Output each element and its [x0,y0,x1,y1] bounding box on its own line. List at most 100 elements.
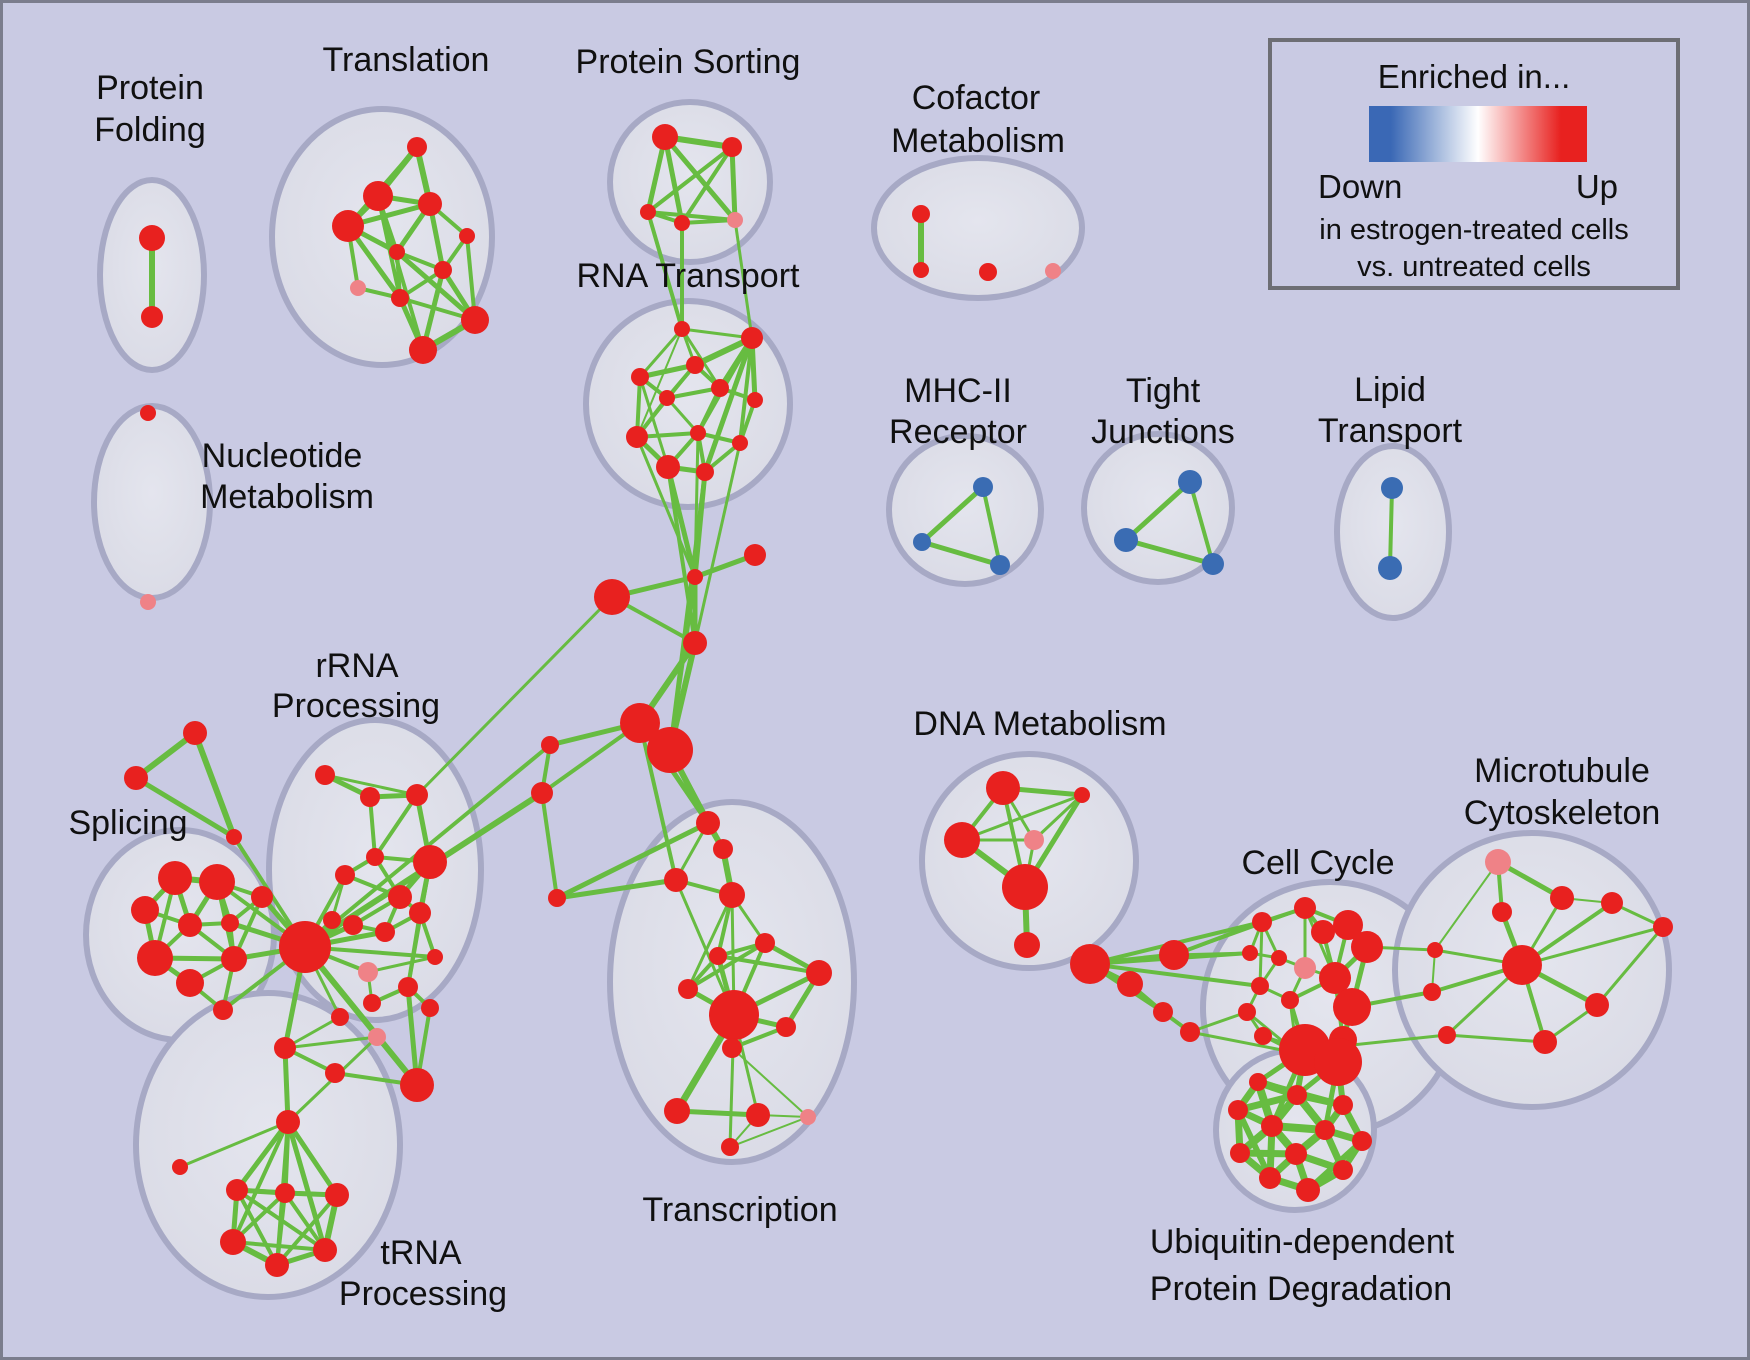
network-node-mh3 [990,555,1010,575]
network-node-t7 [434,261,452,279]
cluster-label: Receptor [889,413,1027,451]
network-edge [394,249,478,323]
network-node-ps3 [640,204,656,220]
cluster-label: MHC-II [904,372,1012,410]
network-node-h8 [1294,957,1316,979]
network-edge [693,431,700,579]
network-edge [1520,925,1665,967]
network-node-g3 [325,1183,349,1207]
cluster-label: Cell Cycle [1241,844,1394,882]
network-edge [686,941,767,991]
network-edge [302,944,420,1088]
network-node-t4 [332,210,364,242]
network-node-x11 [776,1017,796,1037]
network-node-hub [279,921,331,973]
network-edge [635,435,697,579]
network-node-A [1159,940,1189,970]
network-edge [1434,861,1499,951]
network-node-cl1 [541,736,559,754]
network-node-u2 [1287,1085,1307,1105]
network-node-cf3 [979,263,997,281]
network-node-d6 [1014,932,1040,958]
network-node-u5 [1261,1115,1283,1137]
network-edge [729,1116,809,1148]
network-node-r3 [406,784,428,806]
cluster-label: Transcription [642,1191,837,1229]
network-node-r4 [335,865,355,885]
network-node-x10 [709,990,759,1040]
network-edge [638,375,670,469]
network-node-m4 [1502,945,1542,985]
cluster-label: Cofactor [912,79,1041,117]
network-node-h11 [1251,977,1269,995]
network-node-rt11 [656,455,680,479]
network-edge [638,721,678,882]
network-node-lt1 [1381,477,1403,499]
network-node-cf4 [1045,263,1061,279]
network-node-h1 [1252,912,1272,932]
network-node-m8 [1533,1030,1557,1054]
network-edge [680,327,754,340]
network-edge [693,441,742,645]
legend-context-line2: vs. untreated cells [1357,251,1591,283]
legend-gradient-bar [1369,106,1587,162]
network-node-s5 [137,940,173,976]
legend-context-line1: in estrogen-treated cells [1319,214,1629,246]
network-node-rt9 [626,426,648,448]
network-node-rt2 [741,327,763,349]
network-node-r11 [409,902,431,924]
network-node-cm [687,569,703,585]
network-edge [366,955,437,974]
network-node-u8 [1285,1143,1307,1165]
network-node-d4 [1024,830,1044,850]
network-edge [637,362,698,380]
network-node-x9 [678,979,698,999]
network-node-t2 [363,181,393,211]
network-node-rb3 [1438,1026,1456,1044]
network-edge [919,539,1003,568]
network-node-h4 [1311,920,1335,944]
network-edge [540,721,642,795]
network-node-x5 [548,889,566,907]
network-node-cl2 [531,782,553,804]
network-node-u11 [1333,1160,1353,1180]
network-node-t3 [418,192,442,216]
cluster-label: Microtubule [1474,752,1650,790]
network-node-pf2 [141,306,163,328]
network-edge [702,335,755,475]
network-node-r20 [331,1008,349,1026]
network-edge [646,210,737,222]
network-node-s1 [158,861,192,895]
cluster-label: Cytoskeleton [1464,794,1661,832]
network-edge [1234,1091,1301,1114]
network-node-T1 [183,721,207,745]
network-node-t8 [350,280,366,296]
network-node-cn [683,631,707,655]
cluster-bubble-cofactor-metabolism [871,155,1085,301]
network-node-x1 [696,811,720,835]
network-node-rt7 [747,392,763,408]
network-edge [1445,1033,1547,1044]
network-node-c2b [647,727,693,773]
legend-title: Enriched in... [1377,58,1571,95]
network-edge [731,1047,809,1118]
network-edge [662,134,738,223]
cluster-label: Processing [272,687,440,725]
network-node-g1 [226,1179,248,1201]
network-node-c2a [620,703,660,743]
network-node-t9 [391,289,409,307]
network-node-tj3 [1202,553,1224,575]
network-node-r9 [375,922,395,942]
network-node-g5 [265,1253,289,1277]
network-edge [133,730,198,781]
cluster-label: Metabolism [200,478,374,516]
network-node-s10 [213,1000,233,1020]
network-edge [1123,479,1193,543]
network-edge [368,795,377,859]
network-edge [1032,793,1084,842]
cluster-label: rRNA [315,647,398,685]
network-node-r15 [325,1063,345,1083]
network-node-s7 [251,886,273,908]
network-node-s4 [178,913,202,937]
